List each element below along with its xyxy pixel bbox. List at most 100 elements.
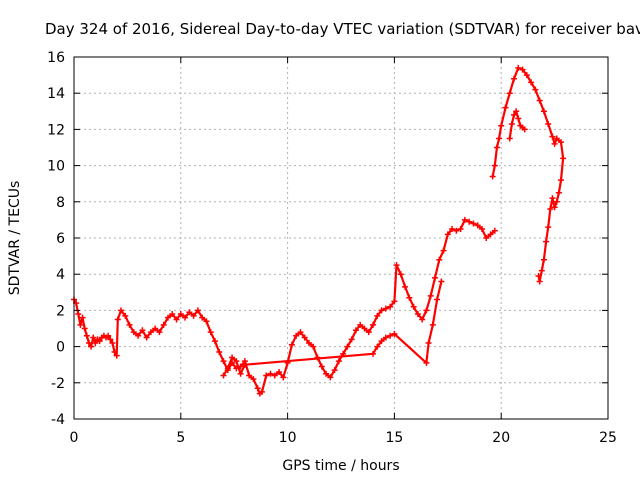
data-point [297,329,304,336]
data-point [553,198,560,205]
data-point [453,227,460,234]
y-tick-label: 4 [56,267,65,283]
y-tick-label: 8 [56,195,65,211]
data-point [406,294,413,301]
data-point [374,312,381,319]
data-point [540,256,547,263]
data-point [431,274,438,281]
data-point [429,321,436,328]
data-point [410,303,417,310]
data-point [96,338,103,345]
data-point [310,343,317,350]
y-tick-label: 6 [56,231,65,247]
data-point [549,133,556,140]
data-point [186,309,193,316]
data-point [397,271,404,278]
x-tick-label: 25 [599,430,617,446]
data-point [241,361,248,368]
data-point [79,314,86,321]
data-point [280,374,287,381]
data-point [528,79,535,86]
data-point [378,338,385,345]
data-point [177,311,184,318]
data-point [135,332,142,339]
data-point [318,363,325,370]
data-point [323,370,330,377]
data-point [387,332,394,339]
data-point [365,329,372,336]
data-point [493,144,500,151]
data-point [164,314,171,321]
data-point [122,312,129,319]
x-axis-label: GPS time / hours [282,458,399,474]
data-point [81,325,88,332]
data-point [425,339,432,346]
y-tick-label: 0 [56,340,65,356]
data-point [402,283,409,290]
data-point [229,354,236,361]
data-point [107,336,114,343]
data-point [224,365,231,372]
data-point [216,349,223,356]
data-point [511,111,518,118]
data-point [160,321,167,328]
data-point [382,305,389,312]
data-point [152,325,159,332]
y-tick-label: -4 [51,412,65,428]
data-point [267,370,274,377]
data-point [357,321,364,328]
data-point [258,388,265,395]
data-point [301,334,308,341]
data-point [143,334,150,341]
data-point [75,311,82,318]
data-point [77,321,84,328]
data-point [423,307,430,314]
data-point [156,329,163,336]
data-point [434,296,441,303]
data-point [466,218,473,225]
data-point [92,339,99,346]
data-point [536,278,543,285]
data-point [470,220,477,227]
data-point [139,327,146,334]
data-point [444,231,451,238]
chart-title: Day 324 of 2016, Sidereal Day-to-day VTE… [45,20,640,38]
data-point [293,332,300,339]
data-point [427,292,434,299]
data-point [414,311,421,318]
data-point [491,162,498,169]
data-point [194,307,201,314]
data-point [515,115,522,122]
data-point [436,256,443,263]
data-point [90,334,97,341]
data-point [378,307,385,314]
data-point [370,321,377,328]
data-point [496,135,503,142]
series-line-main [72,218,496,395]
data-point [88,343,95,350]
data-point [535,273,542,280]
data-point [523,72,530,79]
data-point [130,329,137,336]
data-point [540,108,547,115]
data-point [513,108,520,115]
data-point [545,120,552,127]
data-point [393,262,400,269]
data-point [387,303,394,310]
y-tick-label: 14 [47,86,65,102]
data-point [105,332,112,339]
data-point [344,343,351,350]
data-point [558,139,565,146]
x-tick-label: 15 [385,430,403,446]
y-tick-label: 10 [47,159,65,175]
data-point [551,140,558,147]
data-point [419,316,426,323]
x-tick-label: 10 [279,430,297,446]
data-point [543,238,550,245]
grid [74,57,608,419]
plot-area [71,64,567,397]
data-point [506,90,513,97]
data-point [370,350,377,357]
data-point [558,177,565,184]
